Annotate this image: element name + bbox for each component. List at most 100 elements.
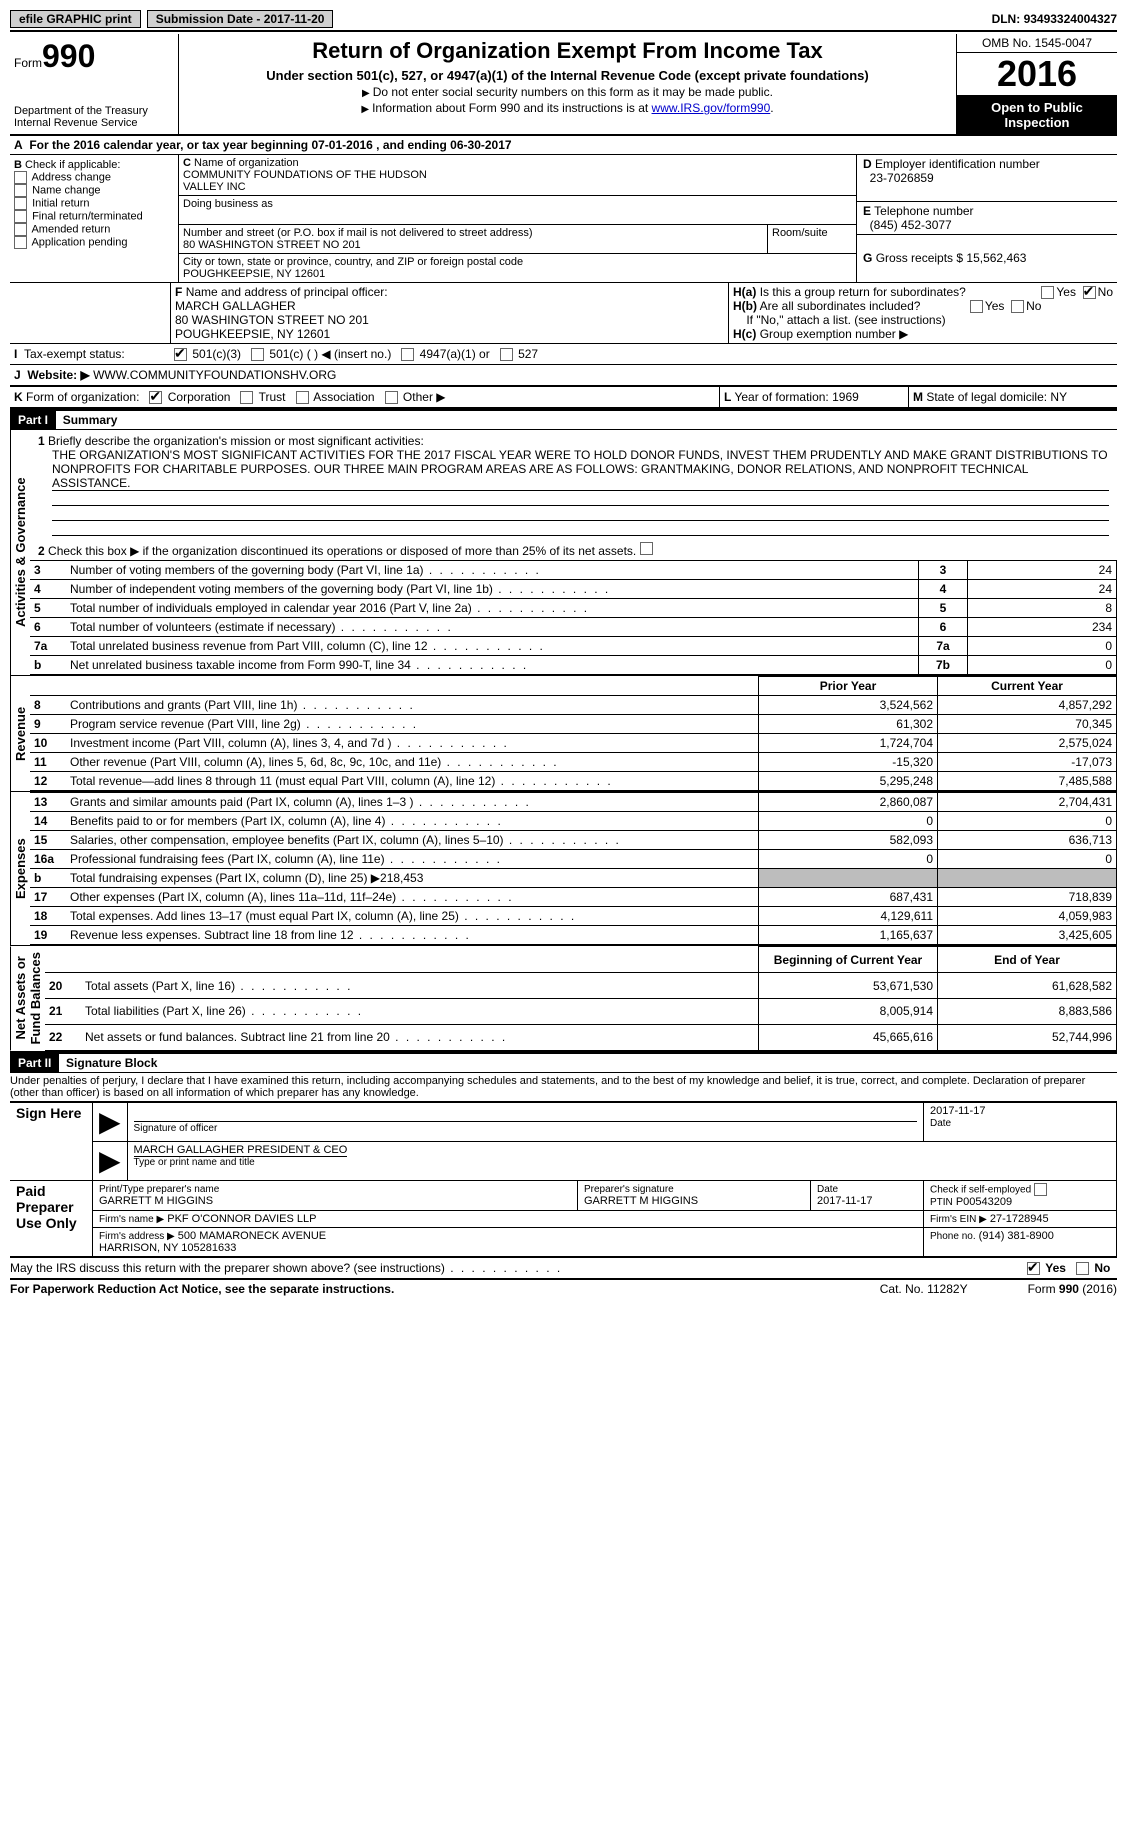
cb-corp[interactable] <box>149 391 162 404</box>
firm-ein-label: Firm's EIN ▶ <box>930 1214 987 1225</box>
discuss-yes: Yes <box>1045 1261 1066 1275</box>
col-c-name: C Name of organizationCOMMUNITY FOUNDATI… <box>179 155 857 282</box>
j-label: Website: ▶ <box>27 368 89 382</box>
footer-cat: Cat. No. 11282Y <box>880 1282 968 1296</box>
sig-date-label: Date <box>930 1118 951 1129</box>
cb-501c[interactable] <box>251 348 264 361</box>
officer-sig-line[interactable] <box>134 1105 917 1122</box>
vlabel-net: Net Assets or Fund Balances <box>10 946 45 1050</box>
b-label: Check if applicable: <box>25 159 120 171</box>
form-header: Form990 Department of the Treasury Inter… <box>10 34 1117 136</box>
sign-arrow-2: ▶ <box>93 1141 128 1180</box>
header-center: Return of Organization Exempt From Incom… <box>179 34 956 134</box>
irs-link[interactable]: www.IRS.gov/form990 <box>652 101 771 115</box>
table-row: 12Total revenue—add lines 8 through 11 (… <box>30 772 1117 791</box>
officer-name: MARCH GALLAGHER PRESIDENT & CEO <box>134 1144 348 1157</box>
col-b-checks: B Check if applicable: Address change Na… <box>10 155 179 282</box>
d-label: Employer identification number <box>875 157 1040 171</box>
b-opt-4: Amended return <box>31 223 110 235</box>
vlabel-expenses: Expenses <box>10 792 30 945</box>
vlabel-governance: Activities & Governance <box>10 430 30 675</box>
part2-title: Part II <box>10 1054 59 1072</box>
cb-address-change[interactable] <box>14 171 27 184</box>
dln: DLN: 93493324004327 <box>992 12 1117 26</box>
cb-hb-yes[interactable] <box>970 300 983 313</box>
cb-discuss-yes[interactable] <box>1027 1262 1040 1275</box>
table-row: 17Other expenses (Part IX, column (A), l… <box>30 888 1117 907</box>
footer-form: Form 990 (2016) <box>1028 1282 1117 1296</box>
part1-name: Summary <box>63 413 118 427</box>
table-row: 16aProfessional fundraising fees (Part I… <box>30 850 1117 869</box>
k-opt-0: Corporation <box>168 390 231 404</box>
cb-line2[interactable] <box>640 542 653 555</box>
subdate-label: Submission Date - <box>156 12 264 26</box>
b-opt-3: Final return/terminated <box>32 210 143 222</box>
cb-app-pending[interactable] <box>14 236 27 249</box>
c-name: COMMUNITY FOUNDATIONS OF THE HUDSON VALL… <box>183 169 427 193</box>
hb-text: Are all subordinates included? <box>760 299 921 313</box>
ha-no: No <box>1098 285 1113 299</box>
efile-print-button[interactable]: efile GRAPHIC print <box>10 10 141 28</box>
hb-note: If "No," attach a list. (see instruction… <box>746 313 945 327</box>
revenue-table: Prior YearCurrent Year8Contributions and… <box>30 676 1117 791</box>
col-right: D Employer identification number 23-7026… <box>857 155 1117 282</box>
dln-value: 93493324004327 <box>1024 12 1117 26</box>
c-room-label: Room/suite <box>772 227 828 239</box>
table-row: 15Salaries, other compensation, employee… <box>30 831 1117 850</box>
open-inspection: Open to Public Inspection <box>957 96 1117 134</box>
firm-ein: 27-1728945 <box>990 1213 1049 1225</box>
part1-header: Part I Summary <box>10 409 1117 430</box>
cb-initial-return[interactable] <box>14 197 27 210</box>
discuss-no: No <box>1094 1261 1110 1275</box>
table-header: Beginning of Current YearEnd of Year <box>45 947 1117 973</box>
discuss-line: May the IRS discuss this return with the… <box>10 1257 1117 1280</box>
line-j: J Website: ▶ WWW.COMMUNITYFOUNDATIONSHV.… <box>10 365 1117 387</box>
firm-name-label: Firm's name ▶ <box>99 1214 164 1225</box>
subdate-value: 2017-11-20 <box>264 12 325 26</box>
c-name-label: Name of organization <box>194 157 299 169</box>
prep-date-label: Date <box>817 1184 838 1195</box>
i-label: Tax-exempt status: <box>24 347 125 361</box>
note2-text: Information about Form 990 and its instr… <box>372 101 651 115</box>
cb-amended[interactable] <box>14 223 27 236</box>
cb-527[interactable] <box>500 348 513 361</box>
c-dba-label: Doing business as <box>183 198 273 210</box>
cb-ha-no[interactable] <box>1083 286 1096 299</box>
i-opt-3: 527 <box>518 347 538 361</box>
fh-block: F Name and address of principal officer:… <box>10 283 1117 344</box>
line-a-text: For the 2016 calendar year, or tax year … <box>29 138 511 152</box>
line2-text: Check this box ▶ if the organization dis… <box>48 544 636 558</box>
k-opt-1: Trust <box>259 390 286 404</box>
b-opt-0: Address change <box>31 171 111 183</box>
cb-final-return[interactable] <box>14 210 27 223</box>
cb-other[interactable] <box>385 391 398 404</box>
cb-assoc[interactable] <box>296 391 309 404</box>
submission-date-button[interactable]: Submission Date - 2017-11-20 <box>147 10 334 28</box>
table-row: 3 Number of voting members of the govern… <box>30 561 1117 580</box>
cb-4947[interactable] <box>401 348 414 361</box>
sig-date-val: 2017-11-17 <box>930 1105 985 1117</box>
cb-trust[interactable] <box>240 391 253 404</box>
cb-discuss-no[interactable] <box>1076 1262 1089 1275</box>
cb-501c3[interactable] <box>174 348 187 361</box>
ha-yes: Yes <box>1056 285 1076 299</box>
prep-name: GARRETT M HIGGINS <box>99 1195 213 1207</box>
cb-ha-yes[interactable] <box>1041 286 1054 299</box>
cb-self-emp[interactable] <box>1034 1183 1047 1196</box>
table-row: 10Investment income (Part VIII, column (… <box>30 734 1117 753</box>
table-row: bTotal fundraising expenses (Part IX, co… <box>30 869 1117 888</box>
part2-header: Part II Signature Block <box>10 1052 1117 1073</box>
j-val: WWW.COMMUNITYFOUNDATIONSHV.ORG <box>93 368 336 382</box>
cb-name-change[interactable] <box>14 184 27 197</box>
l-val: 1969 <box>832 390 859 404</box>
form-prefix: Form <box>14 56 42 70</box>
blank-line-1 <box>52 491 1109 506</box>
form-title: Return of Organization Exempt From Incom… <box>189 38 946 64</box>
blank-line-3 <box>52 521 1109 536</box>
i-opt-2: 4947(a)(1) or <box>420 347 490 361</box>
gov-table: 3 Number of voting members of the govern… <box>30 560 1117 675</box>
table-row: 22Net assets or fund balances. Subtract … <box>45 1024 1117 1050</box>
footer-form-no: 990 <box>1059 1282 1079 1296</box>
table-row: b Net unrelated business taxable income … <box>30 656 1117 675</box>
cb-hb-no[interactable] <box>1011 300 1024 313</box>
